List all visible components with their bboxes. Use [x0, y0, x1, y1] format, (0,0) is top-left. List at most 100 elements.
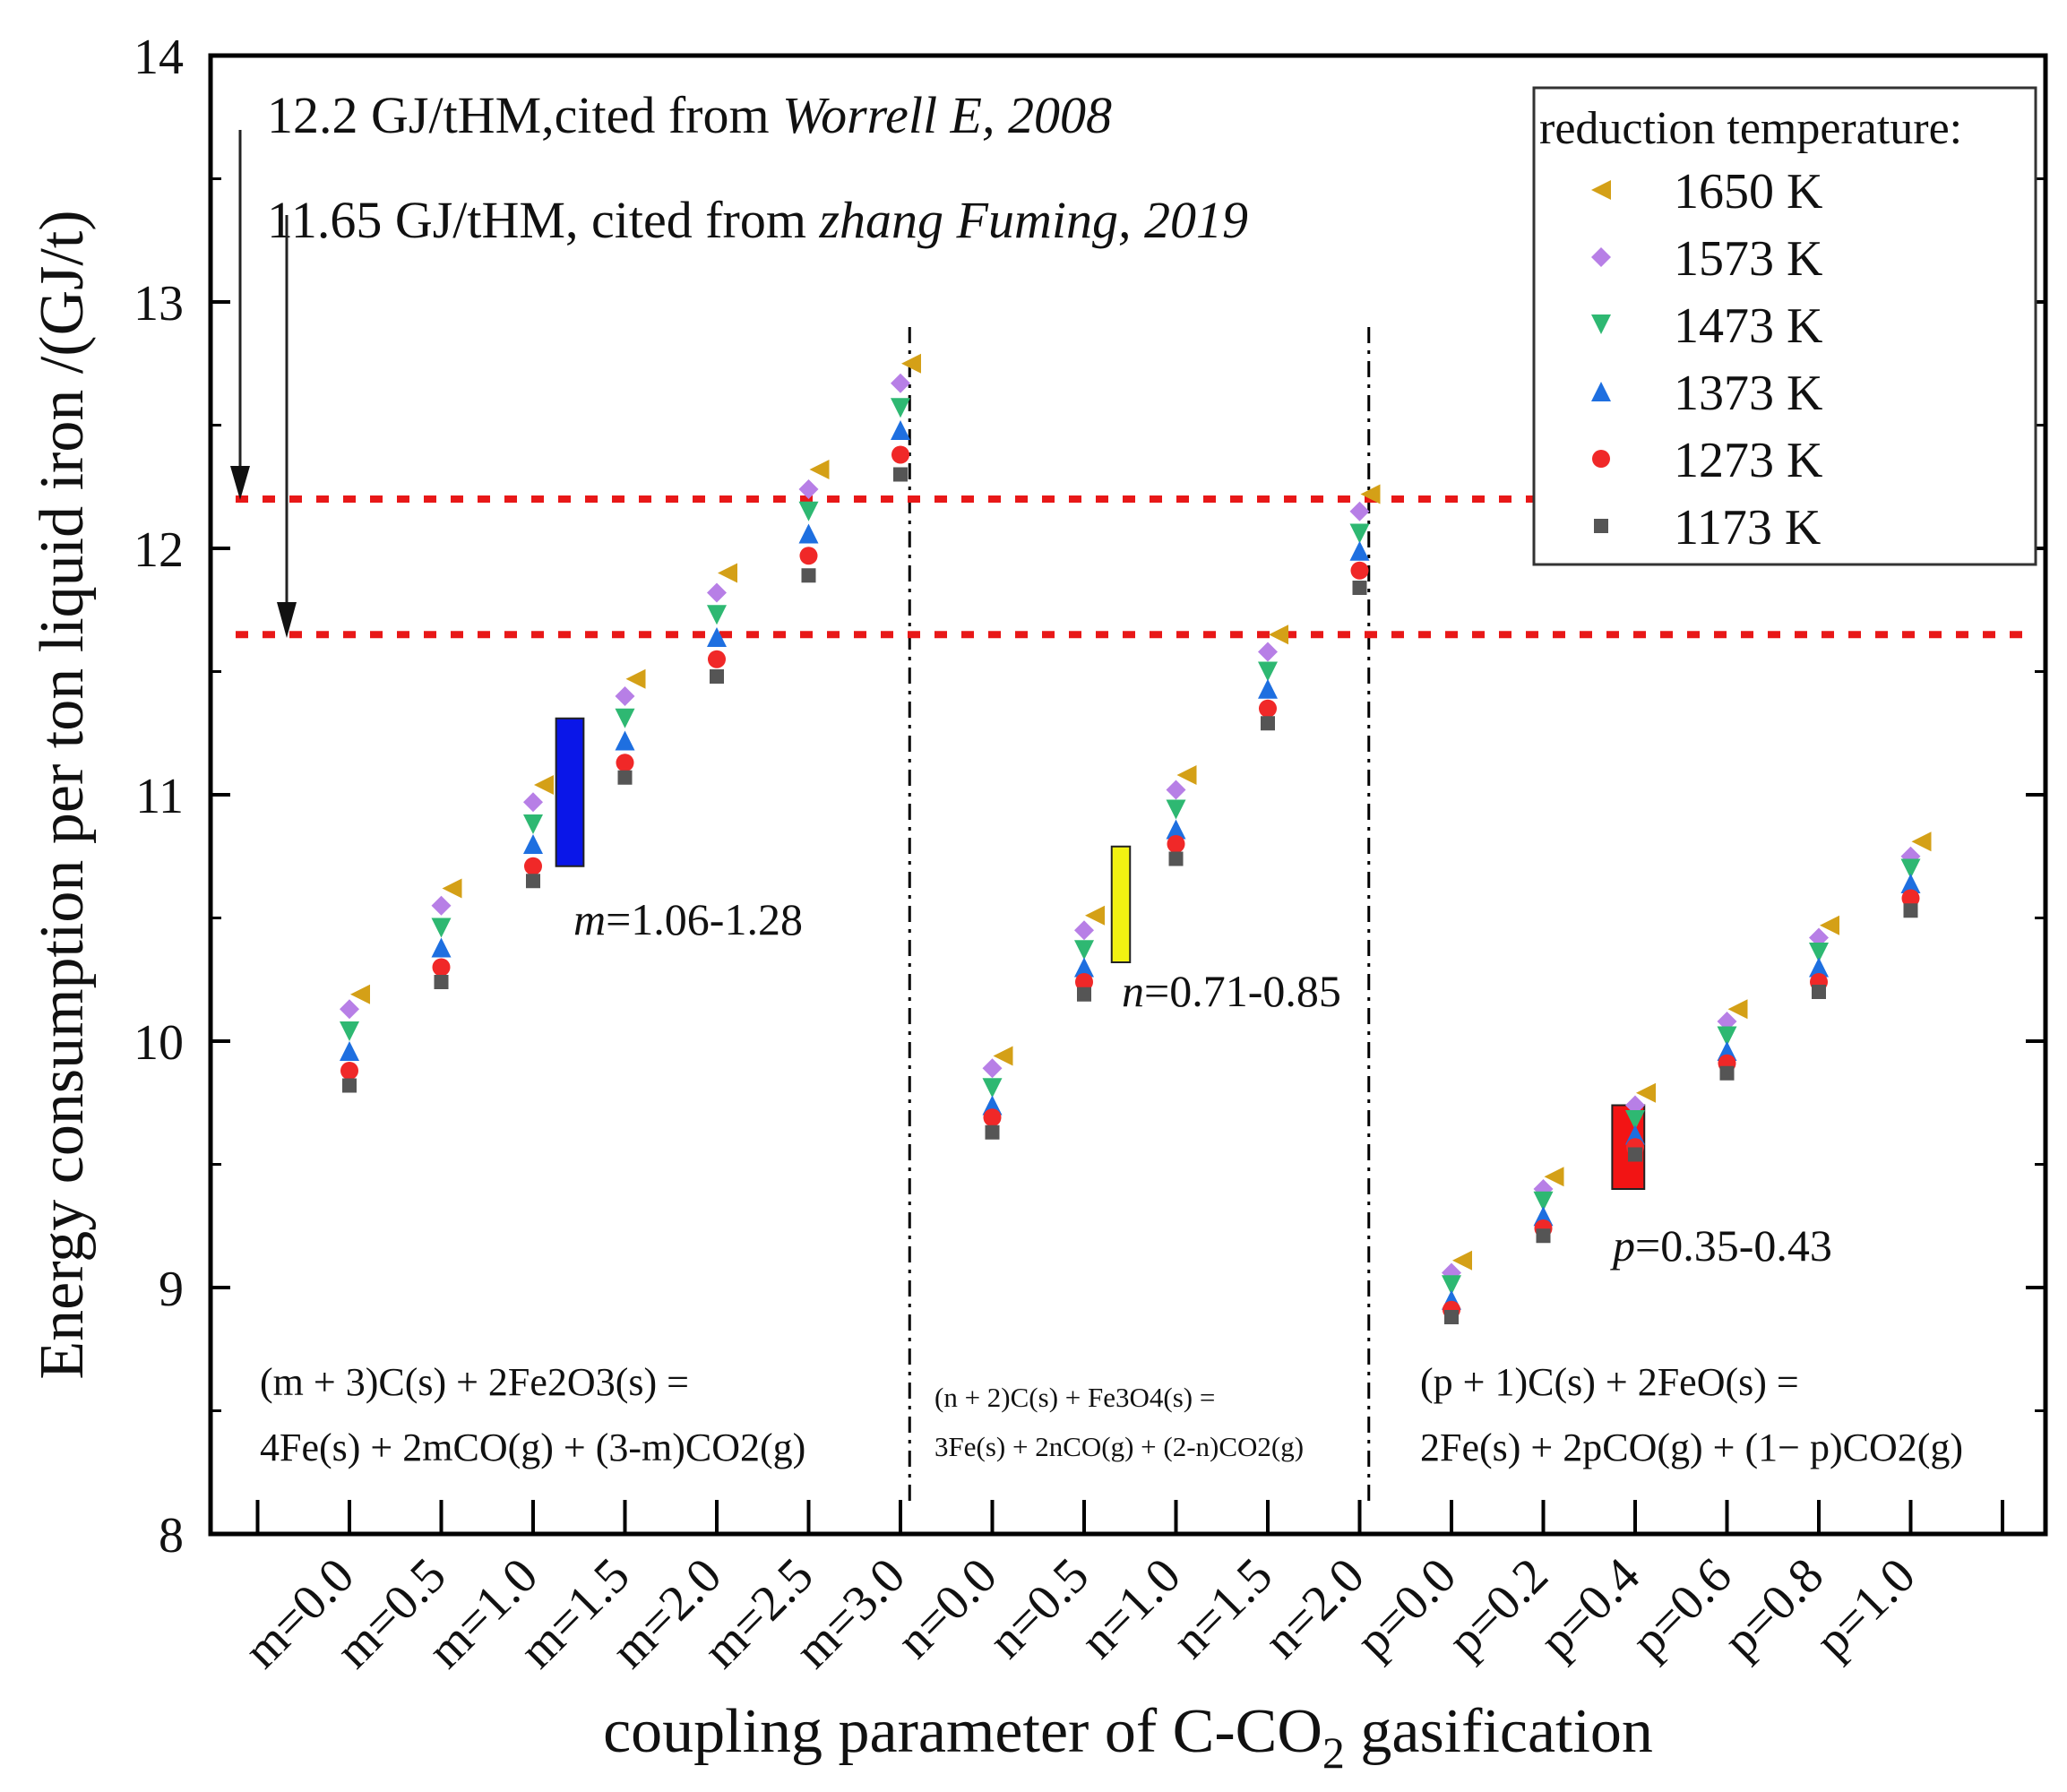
equation-n-line2: 3Fe(s) + 2nCO(g) + (2-n)CO2(g)	[934, 1431, 1304, 1462]
legend-marker	[1594, 519, 1608, 533]
x-tick-label: p=0.0	[1346, 1547, 1467, 1668]
equation-n-line1: (n + 2)C(s) + Fe3O4(s) =	[934, 1382, 1215, 1413]
data-point	[431, 937, 452, 958]
data-point	[1544, 1167, 1564, 1187]
data-point	[615, 730, 635, 751]
data-point	[1259, 699, 1277, 718]
series-1650-K	[350, 353, 1932, 1271]
x-axis: m=0.0m=0.5m=1.0m=1.5m=2.0m=2.5m=3.0n=0.0…	[234, 1500, 2004, 1679]
ref-label-worrell: 12.2 GJ/tHM,cited from Worrell E, 2008	[267, 86, 1112, 144]
data-point	[442, 878, 462, 899]
data-point	[340, 1021, 359, 1041]
data-point	[1258, 661, 1278, 682]
data-point	[1258, 678, 1278, 699]
data-point	[1727, 999, 1748, 1020]
legend-label: 1273 K	[1674, 433, 1822, 488]
group-separators	[908, 327, 1371, 1507]
legend: reduction temperature: 1650 K 1573 K 1473 …	[1532, 86, 2037, 566]
data-point	[1075, 973, 1093, 991]
data-point	[1074, 957, 1094, 978]
data-point	[891, 445, 909, 464]
data-point	[891, 398, 910, 418]
legend-box	[1532, 86, 2037, 566]
data-point	[1349, 501, 1370, 521]
data-point	[1074, 940, 1094, 961]
equation-m-line1: (m + 3)C(s) + 2Fe2O3(s) =	[260, 1360, 689, 1404]
x-tick-label: p=0.2	[1437, 1547, 1558, 1668]
data-point	[707, 582, 727, 603]
x-axis-title: coupling parameter of C-CO2 gasification	[603, 1697, 1653, 1778]
data-point	[1269, 625, 1288, 645]
data-point	[798, 523, 819, 544]
data-point	[615, 686, 635, 706]
x-tick-label: p=0.4	[1529, 1547, 1650, 1668]
data-point	[1911, 831, 1932, 852]
x-tick-label: n=0.0	[886, 1547, 1007, 1668]
data-point	[1261, 716, 1275, 731]
data-point	[983, 1108, 1002, 1127]
data-point	[1176, 765, 1197, 785]
data-point	[1809, 943, 1829, 962]
legend-label: 1650 K	[1674, 164, 1822, 220]
legend-marker	[1591, 247, 1611, 267]
data-point	[799, 547, 818, 565]
data-point	[1812, 985, 1826, 999]
data-point	[1074, 920, 1094, 941]
data-point	[1903, 903, 1918, 918]
ref-label-zhang: 11.65 GJ/tHM, cited from zhang Fuming, 2…	[267, 191, 1248, 249]
data-point	[901, 353, 921, 374]
data-points	[340, 353, 1932, 1324]
data-point	[431, 895, 452, 916]
range-label-m: m=1.06-1.28	[573, 894, 803, 944]
data-point	[1085, 905, 1105, 926]
data-point	[1636, 1082, 1656, 1103]
data-point	[1349, 523, 1370, 544]
data-point	[1536, 1228, 1551, 1244]
range-label-p: p=0.35-0.43	[1610, 1220, 1832, 1271]
series-1473-K	[340, 398, 1921, 1296]
data-point	[1719, 1065, 1735, 1081]
data-point	[1352, 581, 1367, 595]
reference-lines	[236, 495, 2028, 639]
x-tick-label: p=0.8	[1713, 1547, 1834, 1668]
data-point	[1901, 889, 1920, 908]
data-point	[982, 1078, 1003, 1098]
data-point	[1349, 540, 1370, 561]
data-point	[342, 1078, 357, 1093]
data-point	[1442, 1275, 1461, 1296]
legend-marker	[1591, 180, 1611, 200]
x-tick-label: p=1.0	[1804, 1547, 1925, 1668]
data-point	[625, 668, 646, 689]
data-point	[718, 563, 737, 583]
series-1173-K	[342, 467, 1918, 1324]
data-point	[1166, 780, 1186, 800]
data-point	[893, 467, 908, 482]
y-tick-label: 11	[135, 769, 184, 824]
data-point	[1625, 1110, 1645, 1130]
optimal-range-bar-n	[1110, 845, 1132, 963]
arrow-zhang	[277, 215, 297, 638]
x-tick-label: n=1.5	[1162, 1547, 1283, 1668]
data-point	[982, 1058, 1003, 1079]
x-tick-label: p=0.6	[1621, 1547, 1742, 1668]
data-point	[1168, 851, 1184, 866]
y-tick-label: 14	[133, 30, 184, 85]
data-point	[707, 627, 727, 647]
data-point	[534, 775, 554, 795]
legend-label: 1473 K	[1674, 298, 1822, 354]
data-point	[801, 568, 816, 583]
data-point	[1900, 874, 1921, 893]
data-point	[708, 650, 726, 668]
data-point	[340, 999, 359, 1020]
y-tick-label: 13	[133, 276, 184, 332]
data-point	[985, 1124, 1000, 1140]
data-point	[523, 792, 543, 813]
data-point	[1900, 858, 1921, 879]
data-point	[1820, 915, 1839, 935]
equation-p-line2: 2Fe(s) + 2pCO(g) + (1− p)CO2(g)	[1420, 1426, 1963, 1469]
data-point	[1258, 642, 1278, 662]
equation-m-line2: 4Fe(s) + 2mCO(g) + (3-m)CO2(g)	[260, 1426, 805, 1469]
data-point	[1350, 561, 1369, 580]
x-tick-label: n=0.5	[978, 1547, 1099, 1668]
